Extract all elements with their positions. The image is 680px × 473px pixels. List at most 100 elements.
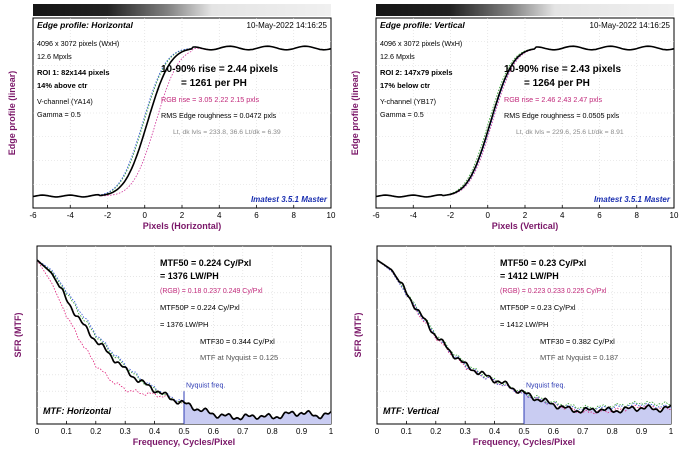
x-tick-label: -4 <box>410 211 418 220</box>
mtf-panel: 0 0.1 0.2 0.3 0.4 0.5 0.6 0.7 0.8 0.9 1 Nyquist fre… <box>353 245 674 447</box>
beyond-nyquist-area <box>524 392 671 424</box>
edge-image-strip <box>33 4 331 16</box>
mtf30-value: MTF30 = 0.344 Cy/Pxl <box>200 337 275 346</box>
x-tick-label: -6 <box>372 211 380 220</box>
mtf-luminance-curve <box>376 259 672 414</box>
mtf50p-lwph: = 1376 LW/PH <box>160 320 208 329</box>
per-ph-value: = 1264 per PH <box>524 78 590 89</box>
info-line: 14% above ctr <box>37 81 88 90</box>
rgb-rise: RGB rise = 3.05 2.22 2.15 pxls <box>161 95 259 104</box>
timestamp: 10-May-2022 14:16:25 <box>247 21 328 30</box>
x-tick-label: 0 <box>143 211 148 220</box>
info-line: 4096 x 3072 pixels (WxH) <box>37 39 119 48</box>
mtf-channel-curve <box>36 259 185 402</box>
mtf-luminance-curve <box>36 259 332 421</box>
x-tick-label: 1 <box>329 427 334 436</box>
mtf-channel-curve <box>36 259 185 404</box>
nyquist-label: Nyquist freq. <box>526 383 565 390</box>
info-line: Gamma = 0.5 <box>37 110 81 119</box>
x-tick-label: 0.7 <box>577 427 589 436</box>
x-tick-label: 1 <box>669 427 674 436</box>
edge-panel: -6 -4 -2 0 2 4 6 8 10 Edge profile: Vertical 10-Ma… <box>350 4 679 231</box>
info-line: 12.6 Mpxls <box>380 52 415 61</box>
x-tick-label: 4 <box>217 211 222 220</box>
rgb-rise: RGB rise = 2.46 2.43 2.47 pxls <box>504 95 602 104</box>
x-tick-label: 0.2 <box>430 427 442 436</box>
x-tick-label: 0.2 <box>90 427 102 436</box>
per-ph-value: = 1261 per PH <box>181 78 247 89</box>
x-tick-label: 2 <box>180 211 185 220</box>
info-line: Gamma = 0.5 <box>380 110 424 119</box>
beyond-nyquist-area <box>184 402 331 424</box>
x-tick-label: 6 <box>597 211 602 220</box>
panel-title: MTF: Vertical <box>383 406 440 416</box>
mtf-panel: 0 0.1 0.2 0.3 0.4 0.5 0.6 0.7 0.8 0.9 1 Nyquist fre… <box>13 245 334 447</box>
light-dark-levels: Lt, dk lvls = 229.6, 25.6 Lt/dk = 8.91 <box>516 129 624 136</box>
edge-image-strip <box>376 4 674 16</box>
info-line: 17% below ctr <box>380 81 430 90</box>
info-line: 12.6 Mpxls <box>37 52 72 61</box>
x-axis-label: Frequency, Cycles/Pixel <box>133 437 235 447</box>
mtf30-value: MTF30 = 0.382 Cy/Pxl <box>540 337 615 346</box>
x-tick-label: 0 <box>486 211 491 220</box>
y-axis-label: Edge profile (linear) <box>7 71 17 156</box>
x-tick-label: 0.9 <box>636 427 648 436</box>
x-axis-label: Pixels (Horizontal) <box>143 221 222 231</box>
mtf50p-value: MTF50P = 0.224 Cy/Pxl <box>160 303 240 312</box>
mtf50-lwph: = 1412 LW/PH <box>500 271 559 281</box>
x-tick-label: -2 <box>104 211 112 220</box>
edge-curve <box>375 45 675 198</box>
x-tick-label: 10 <box>327 211 336 220</box>
x-tick-label: 0.4 <box>149 427 161 436</box>
edge-roughness: RMS Edge roughness = 0.0472 pxls <box>161 111 277 120</box>
info-line: 4096 x 3072 pixels (WxH) <box>380 39 462 48</box>
x-tick-label: 8 <box>635 211 640 220</box>
x-tick-label: 6 <box>254 211 259 220</box>
x-tick-label: -6 <box>29 211 37 220</box>
info-line: ROI 1: 82x144 pixels <box>37 68 110 77</box>
y-axis-label: Edge profile (linear) <box>350 71 360 156</box>
x-axis-label: Pixels (Vertical) <box>492 221 559 231</box>
x-tick-label: 0.8 <box>267 427 279 436</box>
edge-curve <box>32 45 332 198</box>
x-axis-label: Frequency, Cycles/Pixel <box>473 437 575 447</box>
x-tick-label: 0.1 <box>401 427 413 436</box>
rise-value: 10-90% rise = 2.44 pixels <box>161 64 278 75</box>
x-tick-label: 0.5 <box>178 427 190 436</box>
mtf50p-lwph: = 1412 LW/PH <box>500 320 548 329</box>
nyquist-label: Nyquist freq. <box>186 383 225 390</box>
x-tick-label: 0.3 <box>460 427 472 436</box>
mtf50-rgb: (RGB) = 0.18 0.237 0.249 Cy/Pxl <box>160 288 263 295</box>
mtf-at-nyquist: MTF at Nyquist = 0.125 <box>200 353 278 362</box>
edge-panel: -6 -4 -2 0 2 4 6 8 10 Edge profile: Horizontal 10-… <box>7 4 336 231</box>
edge-roughness: RMS Edge roughness = 0.0505 pxls <box>504 111 620 120</box>
x-tick-label: 0.4 <box>489 427 501 436</box>
timestamp: 10-May-2022 14:16:25 <box>590 21 671 30</box>
mtf50p-value: MTF50P = 0.23 Cy/Pxl <box>500 303 576 312</box>
light-dark-levels: Lt, dk lvls = 233.8, 36.6 Lt/dk = 6.39 <box>173 129 281 136</box>
x-tick-label: 0.1 <box>61 427 73 436</box>
x-tick-label: 0.3 <box>120 427 132 436</box>
panel-title: Edge profile: Horizontal <box>37 20 134 30</box>
edge-curve <box>375 45 675 198</box>
x-tick-label: 0.5 <box>518 427 530 436</box>
mtf-at-nyquist: MTF at Nyquist = 0.187 <box>540 353 618 362</box>
x-tick-label: 0.8 <box>607 427 619 436</box>
x-tick-label: 10 <box>670 211 679 220</box>
mtf50-rgb: (RGB) = 0.223 0.233 0.225 Cy/Pxl <box>500 288 607 295</box>
x-tick-label: -4 <box>67 211 75 220</box>
imatest-watermark: Imatest 3.5.1 Master <box>594 195 671 204</box>
panel-title: MTF: Horizontal <box>43 406 111 416</box>
x-tick-label: 0 <box>375 427 380 436</box>
x-tick-label: 0.6 <box>208 427 220 436</box>
x-tick-label: -2 <box>447 211 455 220</box>
edge-curve <box>32 45 332 198</box>
x-tick-label: 4 <box>560 211 565 220</box>
info-line: V-channel (YA14) <box>37 97 93 106</box>
mtf50-value: MTF50 = 0.23 Cy/Pxl <box>500 258 586 268</box>
info-line: ROI 2: 147x79 pixels <box>380 68 453 77</box>
x-tick-label: 0.6 <box>548 427 560 436</box>
x-tick-label: 2 <box>523 211 528 220</box>
rise-value: 10-90% rise = 2.43 pixels <box>504 64 621 75</box>
